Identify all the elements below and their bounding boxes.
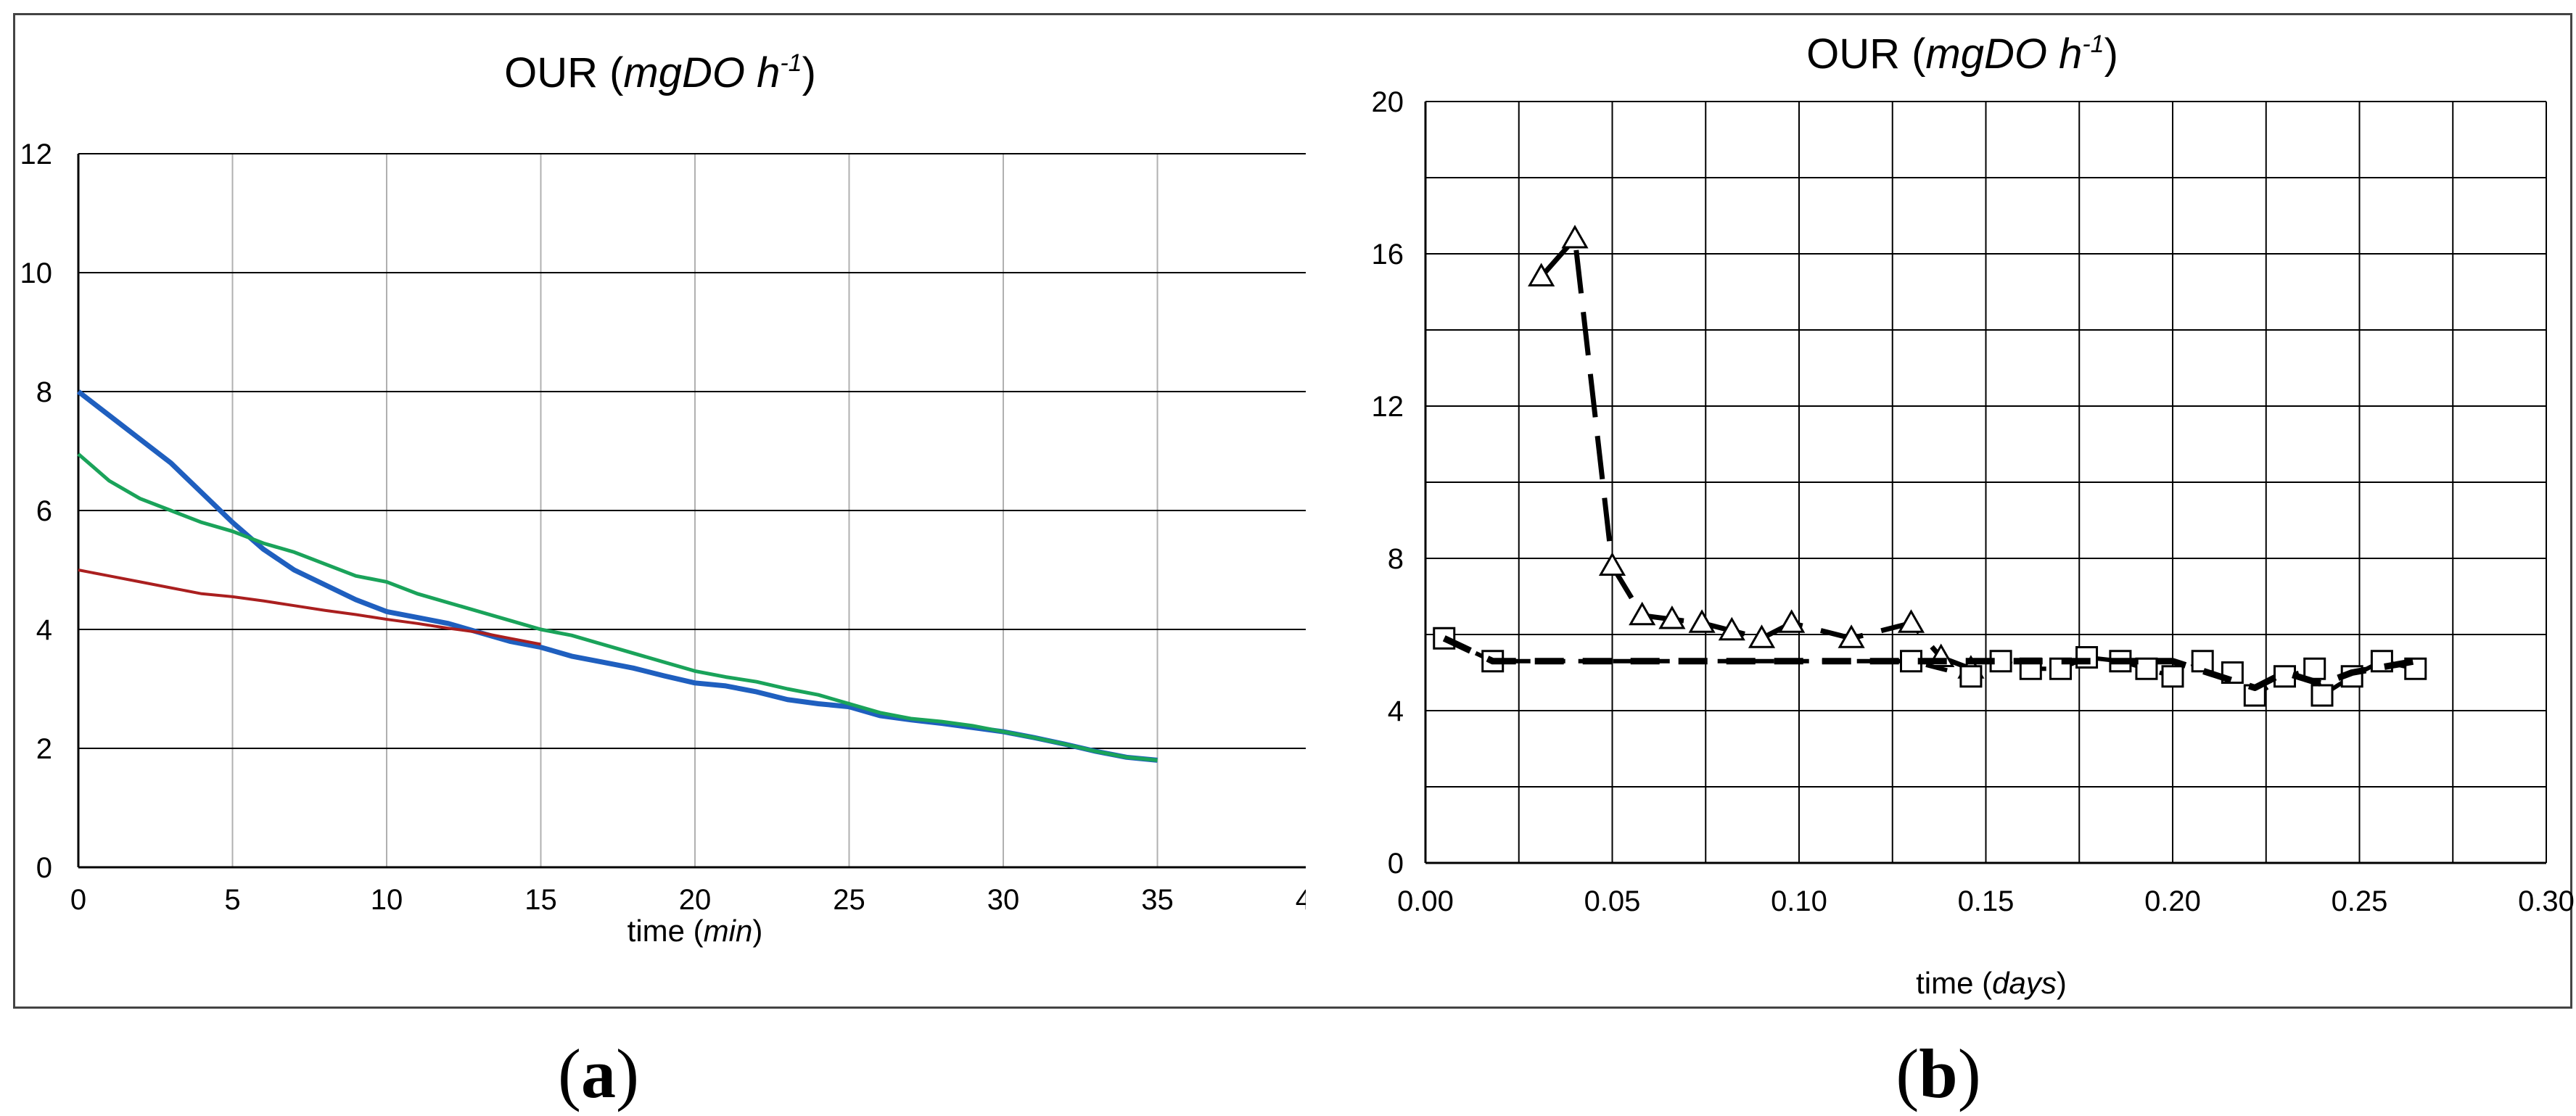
x-tick-label-a: 20	[679, 884, 712, 916]
chart-b-title-suffix: )	[2104, 30, 2118, 78]
chart-a-title-suffix: )	[802, 49, 816, 96]
square-marker	[2273, 665, 2296, 688]
triangle-marker	[1748, 624, 1776, 648]
chart-a-xlabel-italic: min	[704, 914, 753, 948]
chart-a-title-sup: -1	[780, 49, 802, 77]
chart-b-title-sup: -1	[2082, 30, 2104, 58]
triangle-marker	[1598, 552, 1626, 576]
y-tick-label-b: 0	[1388, 848, 1404, 880]
x-tick-label-b: 0.05	[1584, 885, 1641, 917]
y-tick-label-b: 8	[1388, 543, 1404, 575]
x-tick-label-b: 0.30	[2518, 885, 2575, 917]
y-tick-label-a: 4	[36, 614, 52, 646]
chart-a-xlabel-prefix: time (	[627, 914, 704, 948]
y-tick-label-b: 4	[1388, 695, 1404, 727]
triangle-marker	[1718, 616, 1745, 641]
triangle-marker	[1629, 601, 1656, 626]
chart-b-xlabel: time (days)	[1916, 966, 2067, 1000]
square-marker	[1989, 650, 2012, 673]
y-tick-label-a: 2	[36, 733, 52, 765]
x-tick-label-a: 25	[833, 884, 865, 916]
y-tick-label-b: 12	[1372, 391, 1404, 423]
chart-b-xlabel-prefix: time (	[1916, 966, 1992, 1000]
x-tick-label-a: 0	[70, 884, 86, 916]
triangle-marker	[1528, 263, 1555, 286]
x-tick-label-a: 40	[1296, 884, 1306, 916]
square-marker	[2303, 657, 2326, 680]
series-line-b-2	[1442, 635, 2416, 691]
panel-label-b: (b)	[1896, 1035, 1981, 1112]
square-marker	[1959, 665, 1983, 688]
y-tick-label-a: 6	[36, 495, 52, 527]
chart-a-title-prefix: OUR (	[504, 49, 623, 96]
y-tick-label-a: 10	[20, 257, 53, 289]
square-marker	[2135, 657, 2158, 680]
x-tick-label-a: 35	[1141, 884, 1174, 916]
x-tick-label-b: 0.25	[2332, 885, 2388, 917]
x-tick-label-b: 0.20	[2144, 885, 2201, 917]
chart-b: 0.00 0.05 0.10 0.15 0.20 0.25 0.30 0 4 8 12 16 20 OUR…	[1372, 30, 2575, 1000]
series-line-a-2	[78, 569, 541, 646]
chart-a-xlabel-suffix: )	[752, 914, 762, 948]
x-tick-label-a: 5	[224, 884, 240, 916]
chart-a: 0510152025303540024681012OUR (mgDO h-1)t…	[20, 49, 1306, 948]
square-marker	[2310, 684, 2334, 707]
x-tick-label-b: 0.15	[1958, 885, 2015, 917]
y-tick-label-a: 0	[36, 852, 52, 884]
series-line-b-0	[1539, 236, 1972, 671]
chart-b-xlabel-suffix: )	[2057, 966, 2067, 1000]
triangle-marker	[1778, 609, 1806, 633]
square-marker	[1900, 650, 1922, 673]
chart-b-title: OUR (mgDO h-1)	[1806, 30, 2118, 78]
square-marker	[2075, 646, 2099, 669]
square-marker	[2161, 665, 2184, 688]
triangle-marker	[1897, 609, 1925, 633]
triangle-marker	[1561, 224, 1589, 249]
y-tick-label-b: 16	[1372, 239, 1404, 270]
square-marker	[2191, 650, 2214, 673]
x-tick-label-a: 30	[987, 884, 1020, 916]
x-tick-label-a: 10	[371, 884, 403, 916]
x-tick-label-b: 0.00	[1397, 885, 1454, 917]
series-line-b-1	[1443, 636, 2416, 698]
chart-b-title-italic: mgDO h	[1925, 30, 2082, 78]
chart-a-xlabel: time (min)	[627, 914, 763, 948]
chart-a-title-italic: mgDO h	[623, 49, 780, 96]
triangle-marker	[1658, 605, 1686, 629]
y-tick-label-a: 8	[36, 376, 52, 408]
y-tick-label-b: 20	[1372, 86, 1404, 118]
x-tick-label-a: 15	[524, 884, 557, 916]
panel-label-a: (a)	[558, 1035, 639, 1112]
y-tick-label-a: 12	[20, 139, 53, 170]
triangle-marker	[1838, 624, 1865, 648]
chart-b-xlabel-italic: days	[1992, 966, 2057, 1000]
triangle-marker	[1688, 609, 1716, 633]
series-line-a-1	[77, 452, 1158, 762]
chart-a-title: OUR (mgDO h-1)	[504, 49, 816, 96]
x-tick-label-b: 0.10	[1771, 885, 1827, 917]
chart-b-title-prefix: OUR (	[1806, 30, 1925, 78]
square-marker	[2370, 650, 2393, 673]
